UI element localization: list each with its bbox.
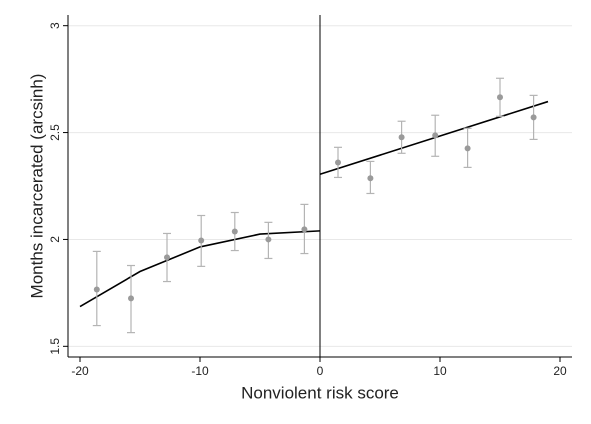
x-tick-label: 20 [553, 364, 567, 378]
point [367, 175, 374, 182]
y-tick-label: 2 [48, 236, 62, 243]
point [128, 295, 134, 302]
fit-line [79, 230, 321, 308]
x-tick-label: -10 [191, 364, 209, 378]
point [93, 286, 100, 293]
point [530, 114, 537, 121]
x-axis-title: Nonviolent risk score [241, 383, 399, 402]
point [432, 132, 439, 139]
point [335, 159, 341, 166]
y-tick-label: 3 [48, 22, 62, 29]
y-tick-label: 2.5 [48, 124, 62, 141]
point [164, 254, 170, 261]
x-tick-label: 10 [433, 364, 447, 378]
point [265, 236, 272, 243]
y-tick-label: 1.5 [48, 338, 62, 355]
point [497, 94, 503, 101]
y-axis-title: Months incarcerated (arcsinh) [27, 74, 46, 299]
point [198, 237, 205, 244]
point [301, 226, 308, 233]
point [398, 134, 405, 141]
point [464, 145, 471, 152]
x-tick-label: 0 [317, 364, 324, 378]
point [231, 228, 238, 235]
x-tick-label: -20 [71, 364, 89, 378]
